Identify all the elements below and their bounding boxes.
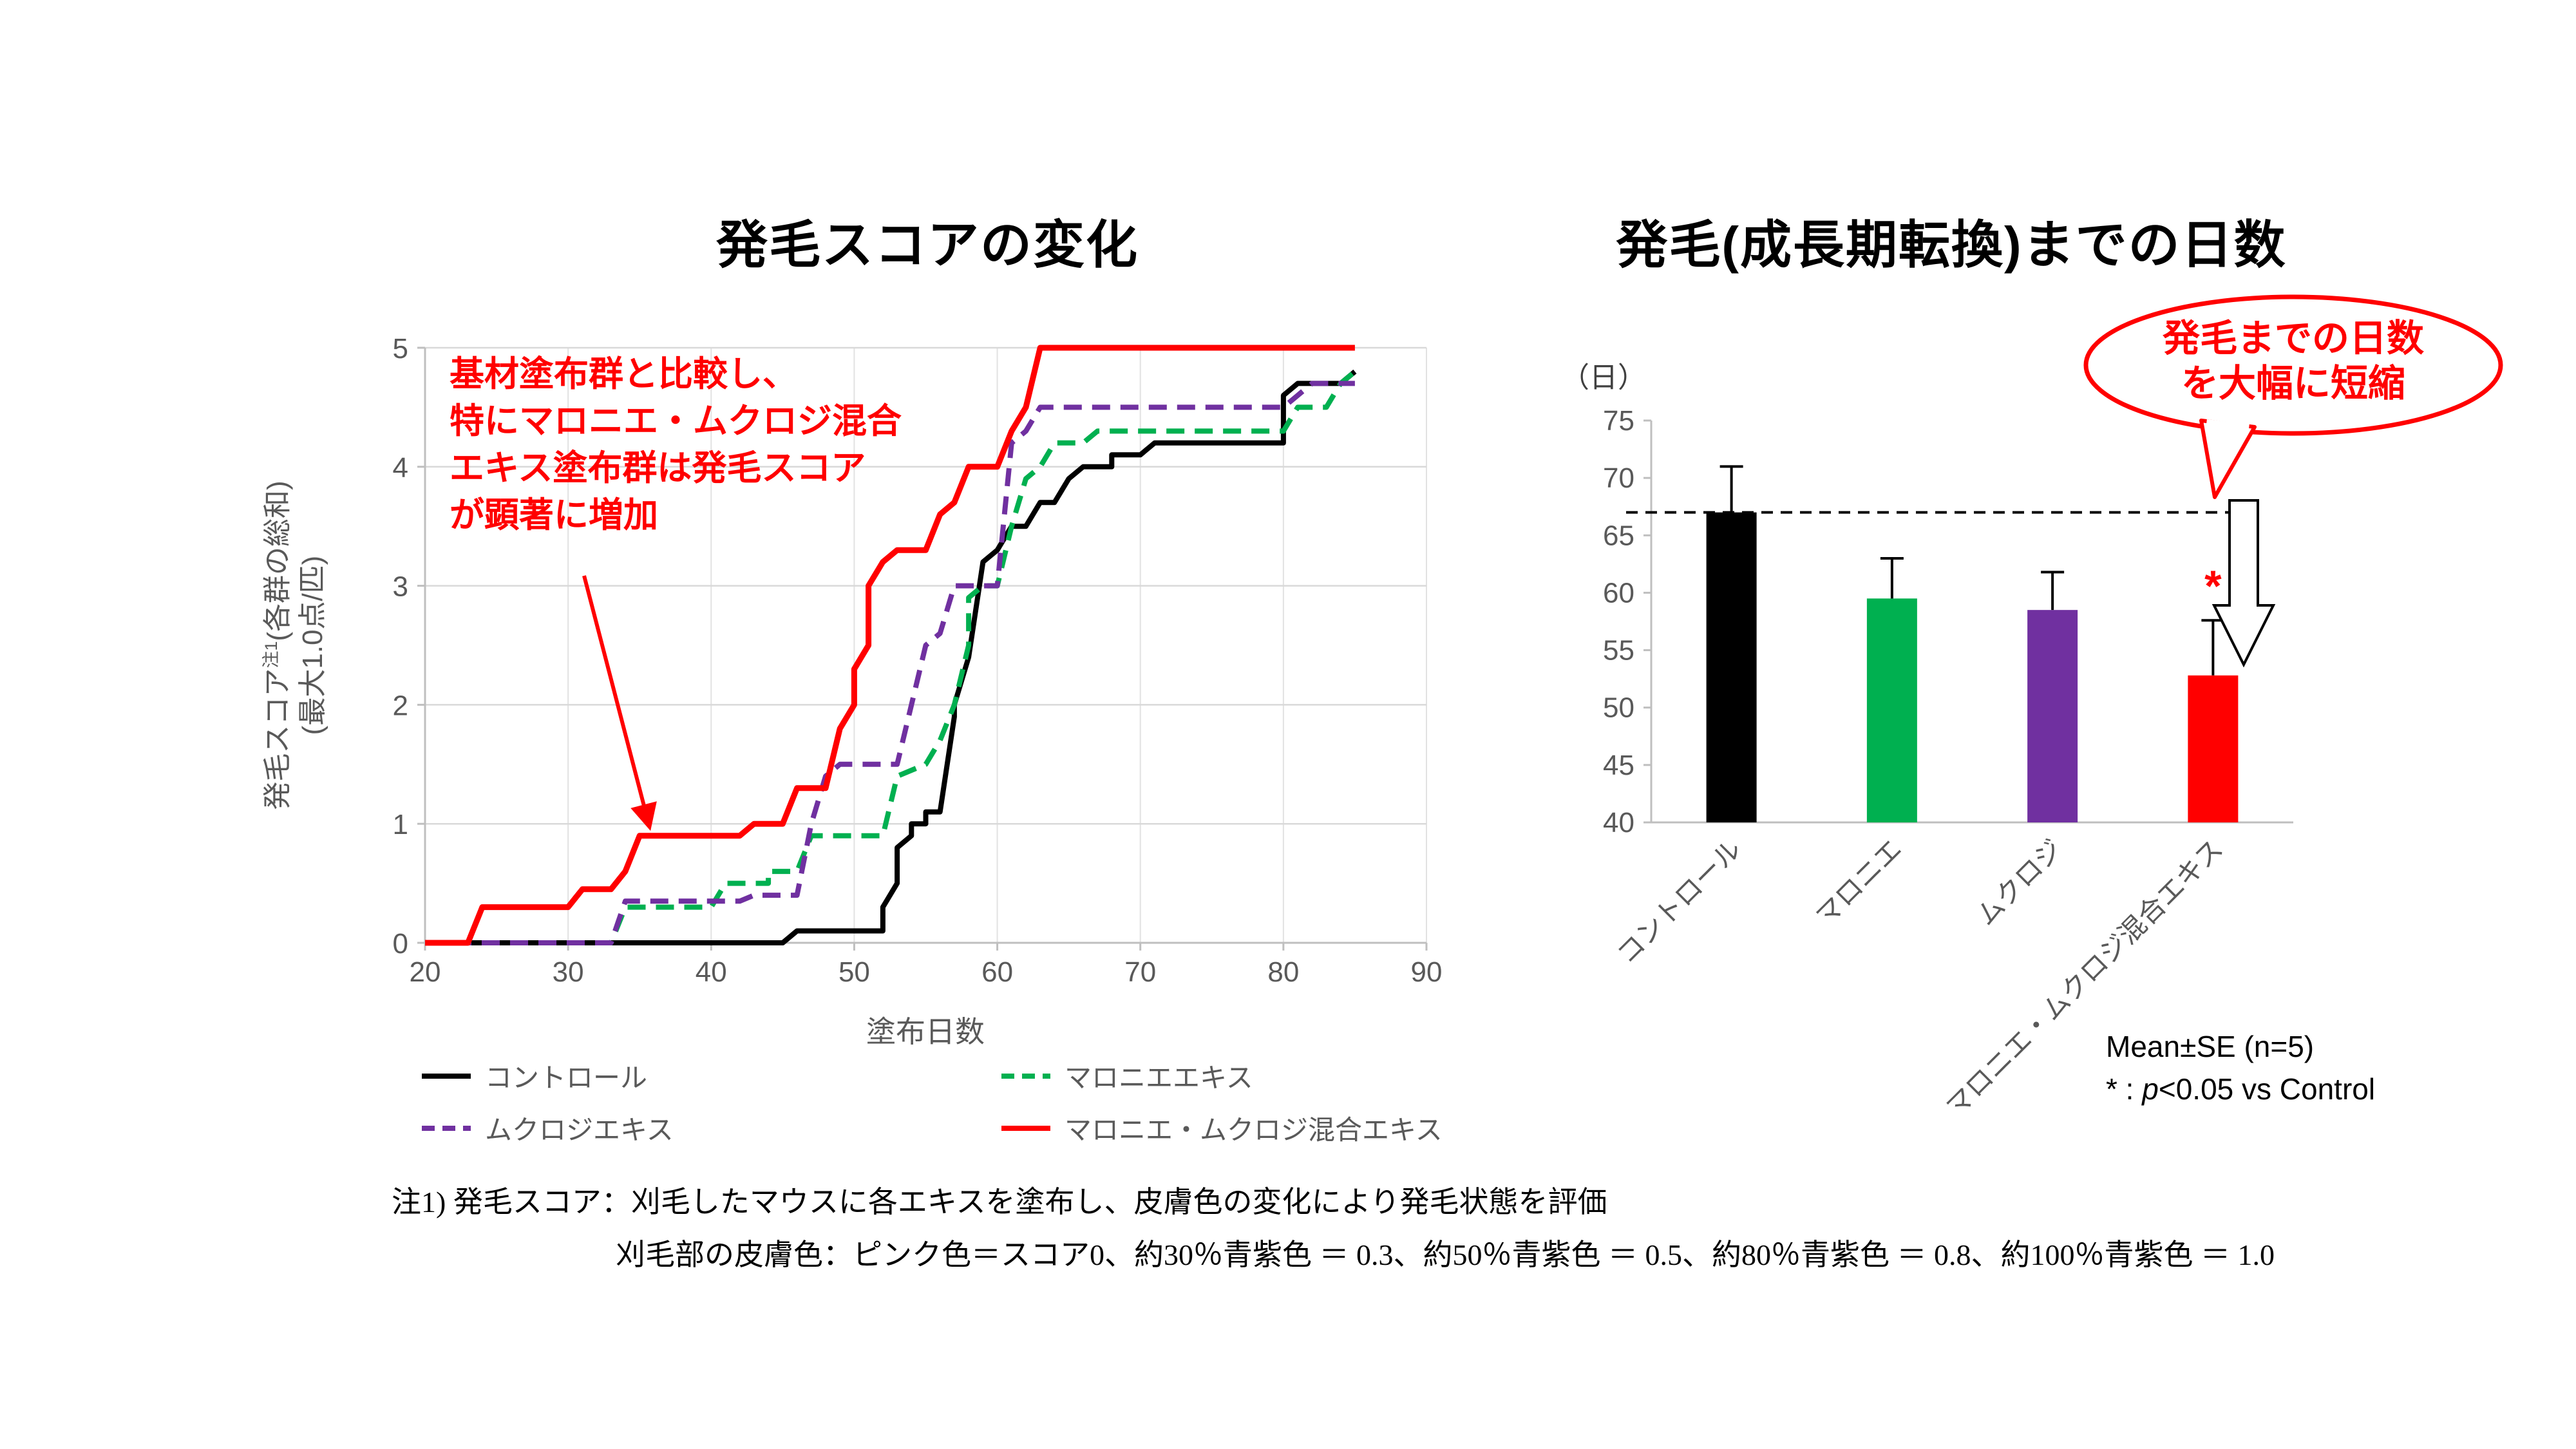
svg-text:70: 70: [1124, 956, 1156, 988]
footnote-1: 注1) 発毛スコア：刈毛したマウスに各エキスを塗布し、皮膚色の変化により発毛状態…: [392, 1186, 1607, 1218]
svg-text:50: 50: [838, 956, 870, 988]
svg-text:60: 60: [1603, 577, 1634, 609]
legend-item-control: コントロール: [422, 1056, 1001, 1095]
annotation-line: エキス塗布群は発毛スコア: [450, 449, 866, 488]
annotation-line: が顕著に増加: [450, 496, 658, 535]
svg-text:0: 0: [393, 928, 408, 960]
svg-text:コントロール: コントロール: [1611, 833, 1747, 969]
svg-text:70: 70: [1603, 462, 1634, 494]
legend-item-mukuroji: ムクロジエキス: [422, 1108, 1001, 1148]
svg-text:5: 5: [393, 333, 408, 365]
svg-text:45: 45: [1603, 750, 1634, 781]
svg-text:20: 20: [410, 956, 441, 988]
annotation-line: 特にマロニエ・ムクロジ混合: [450, 402, 902, 440]
legend-line-sample: [1001, 1073, 1050, 1079]
legend-line-sample: [422, 1125, 471, 1131]
significance-note: * : p<0.05 vs Control: [2106, 1072, 2376, 1106]
callout-overlay: 発毛までの日数 を大幅に短縮: [2083, 294, 2503, 668]
mean-se-note: Mean±SE (n=5): [2106, 1030, 2315, 1063]
svg-text:80: 80: [1267, 956, 1299, 988]
legend-line-sample: [422, 1073, 471, 1079]
svg-text:60: 60: [981, 956, 1013, 988]
left-chart-title: 発毛スコアの変化: [716, 216, 1139, 274]
annotation-line: 基材塗布群と比較し、: [450, 355, 797, 393]
svg-text:2: 2: [393, 690, 408, 721]
svg-text:*: *: [2204, 562, 2222, 611]
svg-text:40: 40: [1603, 807, 1634, 838]
svg-text:75: 75: [1603, 405, 1634, 437]
svg-text:4: 4: [393, 452, 408, 484]
svg-text:50: 50: [1603, 692, 1634, 724]
svg-text:ムクロジ: ムクロジ: [1970, 833, 2068, 931]
right-chart-title: 発毛(成長期転換)までの日数: [1616, 216, 2287, 274]
callout-text-line1: 発毛までの日数: [2163, 317, 2424, 359]
stats-notes: Mean±SE (n=5) * : p<0.05 vs Control: [2106, 1025, 2375, 1110]
line-chart: 20 30 40 50 60 70 80 90 0 1 2 3 4 5: [393, 333, 1443, 988]
left-chart-x-axis-title: 塗布日数: [866, 1015, 985, 1048]
callout-seam: [2206, 419, 2249, 434]
callout-text-line2: を大幅に短縮: [2181, 363, 2405, 404]
y-axis-title-line2: (最大1.0点/匹): [296, 555, 328, 735]
legend-line-sample: [1001, 1125, 1050, 1131]
right-chart-unit-label: （日）: [1561, 362, 1646, 393]
svg-text:65: 65: [1603, 520, 1634, 551]
svg-text:1: 1: [393, 809, 408, 840]
svg-text:30: 30: [553, 956, 584, 988]
down-block-arrow: [2211, 499, 2276, 668]
svg-text:40: 40: [696, 956, 727, 988]
svg-text:3: 3: [393, 571, 408, 603]
svg-text:55: 55: [1603, 635, 1634, 667]
y-axis-title-line1: 発毛スコア注1(各群の総和): [261, 480, 294, 810]
svg-text:マロニエ: マロニエ: [1810, 833, 1908, 931]
line-chart-legend: コントロール マロニエエキス ムクロジエキス マロニエ・ムクロジ混合エキス: [422, 1056, 1443, 1148]
left-chart-y-axis-title: 発毛スコア注1(各群の総和) (最大1.0点/匹): [254, 349, 328, 942]
legend-item-mixed: マロニエ・ムクロジ混合エキス: [1001, 1108, 1443, 1148]
svg-text:90: 90: [1411, 956, 1443, 988]
callout-bubble: [2083, 294, 2503, 436]
annotation-text: 基材塗布群と比較し、 特にマロニエ・ムクロジ混合 エキス塗布群は発毛スコア が顕…: [450, 351, 902, 539]
legend-item-marronnier: マロニエエキス: [1001, 1056, 1443, 1095]
footnote-2: 刈毛部の皮膚色：ピンク色＝スコア0、約30％青紫色 ＝ 0.3、約50％青紫色 …: [616, 1238, 2275, 1271]
